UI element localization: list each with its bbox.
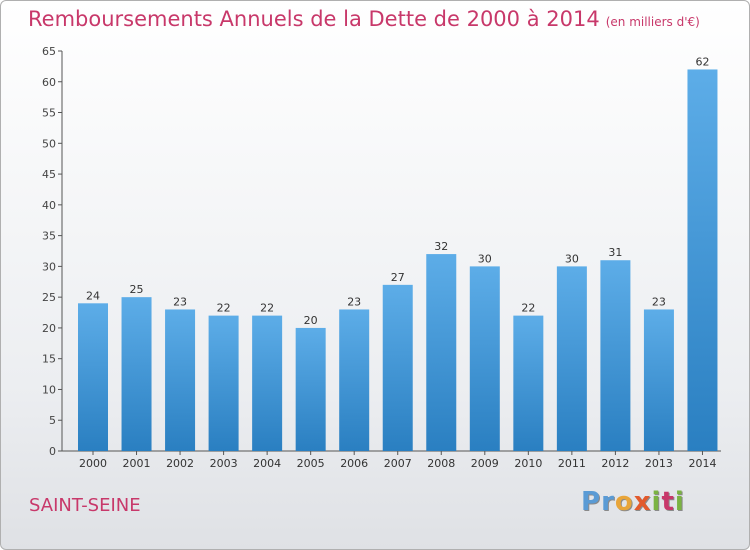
proxiti-logo: Proxiti xyxy=(581,487,685,517)
x-tick-label: 2012 xyxy=(601,457,629,470)
bar-2012 xyxy=(600,260,631,451)
x-tick-label: 2005 xyxy=(297,457,325,470)
bar-value-label: 25 xyxy=(130,283,144,296)
bar-value-label: 24 xyxy=(86,289,100,302)
bar-2009 xyxy=(469,266,500,451)
x-tick-label: 2001 xyxy=(123,457,151,470)
y-tick-label: 55 xyxy=(42,107,56,120)
y-tick-label: 60 xyxy=(42,76,56,89)
bar-2006 xyxy=(339,309,370,451)
y-tick-label: 40 xyxy=(42,199,56,212)
bar-value-label: 23 xyxy=(652,295,666,308)
bar-2003 xyxy=(208,315,239,451)
bar-2004 xyxy=(252,315,283,451)
x-tick-label: 2007 xyxy=(384,457,412,470)
bar-2013 xyxy=(643,309,674,451)
x-tick-label: 2006 xyxy=(340,457,368,470)
x-tick-label: 2004 xyxy=(253,457,281,470)
bar-2001 xyxy=(121,297,152,451)
y-tick-label: 0 xyxy=(49,445,56,458)
x-tick-label: 2000 xyxy=(79,457,107,470)
bar-value-label: 22 xyxy=(521,302,535,315)
x-tick-label: 2003 xyxy=(210,457,238,470)
x-tick-label: 2008 xyxy=(427,457,455,470)
y-tick-label: 65 xyxy=(42,45,56,58)
x-tick-label: 2011 xyxy=(558,457,586,470)
bar-value-label: 20 xyxy=(304,314,318,327)
chart-axes: 0 5 10 15 20 25 30 35 40 45 50 55 60 65 2000 2001 2002 20… xyxy=(42,45,721,470)
bar-2002 xyxy=(165,309,196,451)
bar-2010 xyxy=(513,315,544,451)
y-tick-label: 20 xyxy=(42,322,56,335)
y-tick-label: 45 xyxy=(42,168,56,181)
y-tick-label: 25 xyxy=(42,291,56,304)
chart-subtitle: (en milliers d'€) xyxy=(605,15,700,29)
x-tick-label: 2010 xyxy=(514,457,542,470)
bar-value-label: 30 xyxy=(478,252,492,265)
bar-value-label: 27 xyxy=(391,271,405,284)
chart-title-text: Remboursements Annuels de la Dette de 20… xyxy=(28,7,600,31)
y-tick-label: 50 xyxy=(42,137,56,150)
y-tick-label: 5 xyxy=(49,414,56,427)
x-tick-label: 2002 xyxy=(166,457,194,470)
bar-2005 xyxy=(295,327,326,451)
chart-bars: 24 25 23 22 22 20 23 27 32 30 22 30 31 23 62 xyxy=(78,55,718,451)
bar-value-label: 30 xyxy=(565,252,579,265)
bar-value-label: 22 xyxy=(260,302,274,315)
bar-2014 xyxy=(687,69,718,451)
bar-value-label: 23 xyxy=(347,295,361,308)
bar-2011 xyxy=(556,266,587,451)
chart-title: Remboursements Annuels de la Dette de 20… xyxy=(28,7,700,31)
bar-2008 xyxy=(426,254,457,451)
bar-2000 xyxy=(78,303,108,451)
bar-value-label: 23 xyxy=(173,295,187,308)
city-name: SAINT-SEINE xyxy=(29,495,141,516)
y-tick-label: 15 xyxy=(42,353,56,366)
y-tick-label: 10 xyxy=(42,383,56,396)
bar-value-label: 62 xyxy=(695,55,709,68)
x-tick-label: 2013 xyxy=(645,457,673,470)
x-tick-label: 2014 xyxy=(688,457,716,470)
x-tick-label: 2009 xyxy=(471,457,499,470)
y-tick-label: 30 xyxy=(42,260,56,273)
bar-value-label: 31 xyxy=(608,246,622,259)
bar-2007 xyxy=(382,284,413,451)
bar-value-label: 32 xyxy=(434,240,448,253)
y-tick-label: 35 xyxy=(42,230,56,243)
bar-value-label: 22 xyxy=(217,302,231,315)
